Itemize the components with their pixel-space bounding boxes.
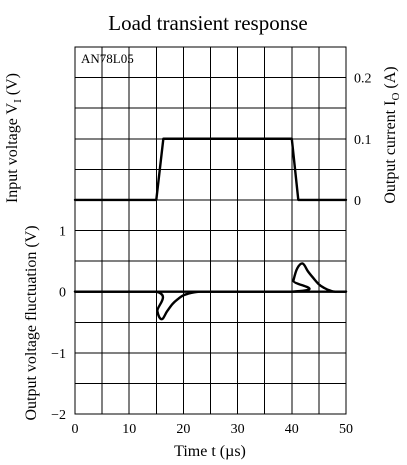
- x-tick-label: 0: [72, 422, 79, 437]
- left-y-tick-label: −2: [51, 408, 66, 423]
- plot-frame: [74, 46, 347, 415]
- chart-title: Load transient response: [108, 11, 307, 35]
- left-axis-label-output-fluctuation: Output voltage fluctuation (V): [23, 225, 40, 420]
- x-tick-label: 40: [285, 422, 299, 437]
- x-tick-label: 30: [231, 422, 245, 437]
- right-y-tick-label: 0: [354, 194, 361, 209]
- right-y-tick-label: 0.1: [354, 133, 372, 148]
- output-current-trace: [73, 137, 348, 202]
- left-y-tick-label: 0: [59, 286, 66, 301]
- x-tick-label: 20: [176, 422, 190, 437]
- grid: [75, 47, 346, 414]
- x-tick-label: 50: [339, 422, 353, 437]
- left-axis-label-input-voltage: Input voltage VI (V): [4, 73, 24, 203]
- output-voltage-trace-2: [73, 262, 348, 293]
- device-label: AN78L05: [81, 51, 134, 66]
- x-tick-label: 10: [122, 422, 136, 437]
- left-y-tick-label: 1: [59, 225, 66, 240]
- right-y-tick-label: 0.2: [354, 72, 372, 87]
- series: [73, 137, 348, 321]
- x-axis-label: Time t (µs): [174, 443, 246, 460]
- left-y-tick-label: −1: [51, 347, 66, 362]
- right-axis-label-output-current: Output current IO (A): [382, 66, 402, 203]
